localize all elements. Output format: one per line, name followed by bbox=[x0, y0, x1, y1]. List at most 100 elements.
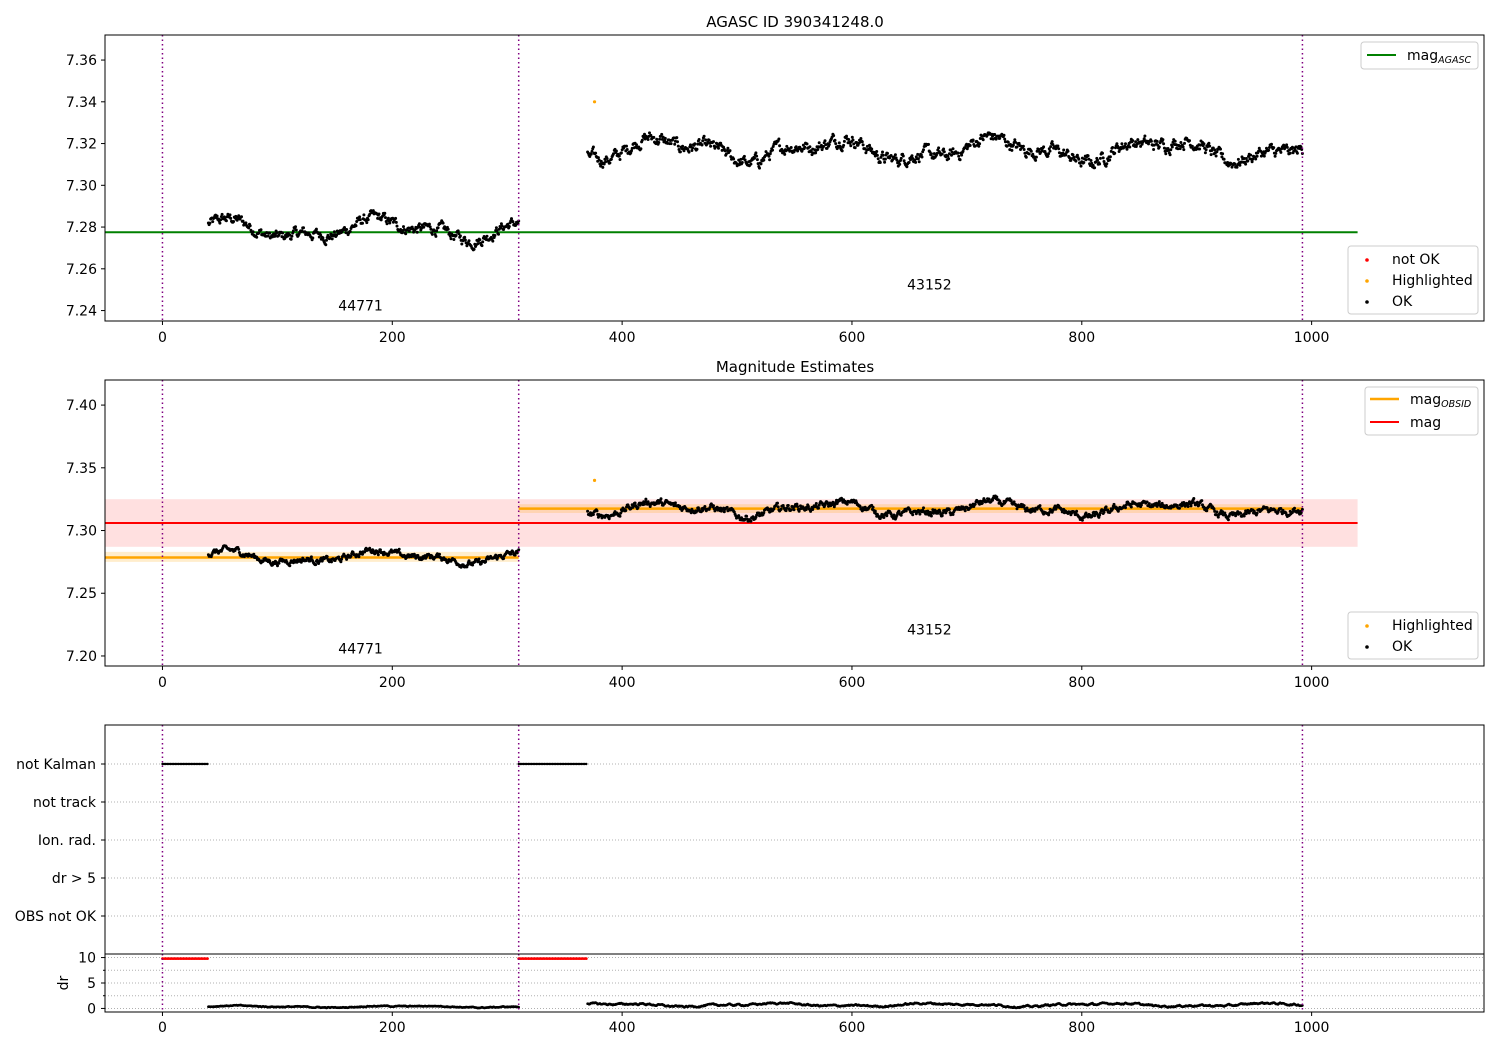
flag-point bbox=[543, 762, 546, 766]
ok-point bbox=[1003, 140, 1007, 144]
y-tick-label: 0 bbox=[87, 1001, 96, 1017]
ok-point bbox=[1205, 509, 1209, 513]
ok-point bbox=[1098, 162, 1102, 166]
ok-point bbox=[1208, 144, 1212, 148]
ok-point bbox=[702, 134, 706, 138]
ok-point bbox=[1233, 162, 1237, 166]
legend-obsid-subscript: OBSID bbox=[1441, 399, 1471, 410]
ok-point bbox=[817, 506, 820, 510]
ok-point bbox=[495, 229, 499, 232]
ok-point bbox=[703, 505, 707, 508]
ok-point bbox=[379, 548, 382, 552]
ok-point bbox=[602, 162, 606, 166]
ok-point bbox=[837, 141, 841, 145]
ok-point bbox=[951, 147, 955, 151]
ok-point bbox=[1161, 138, 1165, 142]
ok-point bbox=[404, 232, 408, 236]
ok-point bbox=[881, 150, 884, 154]
ok-point bbox=[1197, 503, 1201, 507]
ok-point bbox=[1183, 141, 1186, 145]
ok-point bbox=[858, 505, 862, 509]
ok-point bbox=[929, 152, 933, 156]
flag-point bbox=[177, 762, 180, 766]
ok-point bbox=[294, 228, 298, 232]
ok-point bbox=[319, 233, 323, 237]
ok-point bbox=[981, 138, 985, 142]
ok-point bbox=[415, 230, 419, 234]
ok-point bbox=[633, 501, 637, 505]
ok-point bbox=[605, 157, 609, 160]
ok-point bbox=[255, 235, 259, 239]
ok-point bbox=[277, 561, 281, 565]
ok-point bbox=[687, 150, 691, 154]
ok-point bbox=[609, 157, 613, 161]
ok-point bbox=[1238, 163, 1242, 167]
ok-point bbox=[1155, 139, 1159, 143]
legend-mag-obsid-label: mag bbox=[1410, 392, 1441, 408]
ok-point bbox=[294, 225, 297, 229]
ok-point bbox=[804, 508, 808, 511]
ok-point bbox=[454, 234, 458, 237]
x-tick-label: 1000 bbox=[1294, 1020, 1330, 1036]
ok-point bbox=[1097, 515, 1101, 519]
ok-point bbox=[1038, 504, 1042, 508]
ok-point bbox=[1083, 515, 1086, 519]
ok-point bbox=[361, 221, 364, 225]
ok-point bbox=[1254, 157, 1258, 161]
ok-point bbox=[947, 157, 951, 161]
ok-point bbox=[1124, 506, 1127, 510]
ok-point bbox=[596, 156, 600, 160]
ok-point bbox=[290, 234, 294, 238]
ok-point bbox=[1086, 515, 1090, 519]
ok-point bbox=[1145, 500, 1149, 504]
ok-point bbox=[660, 132, 664, 136]
panel1-legends: magAGASC not OK Highlighted OK bbox=[1347, 41, 1479, 315]
ok-point bbox=[1273, 154, 1277, 158]
y-tick-label: 7.30 bbox=[66, 524, 97, 540]
ok-point bbox=[842, 143, 846, 147]
ok-point bbox=[1189, 504, 1193, 508]
ok-point bbox=[1080, 518, 1084, 522]
ok-point bbox=[916, 157, 920, 161]
ok-point bbox=[514, 223, 518, 227]
ok-point bbox=[723, 149, 727, 153]
ok-point bbox=[241, 219, 245, 223]
flag-point bbox=[206, 762, 209, 766]
ok-point bbox=[345, 228, 349, 231]
y-tick-label: 7.36 bbox=[66, 53, 97, 69]
ok-point bbox=[743, 158, 747, 162]
axes-frame bbox=[104, 379, 1485, 667]
ok-point bbox=[998, 136, 1002, 140]
ok-point bbox=[971, 138, 975, 142]
ok-point bbox=[397, 547, 401, 551]
ok-point bbox=[1098, 156, 1102, 160]
x-tick-label: 0 bbox=[158, 1020, 167, 1036]
ok-point bbox=[707, 138, 711, 142]
ok-point bbox=[446, 227, 450, 231]
ok-point bbox=[1003, 137, 1007, 141]
ok-point bbox=[1279, 507, 1283, 510]
ok-point bbox=[928, 510, 932, 514]
ok-point bbox=[1168, 153, 1172, 157]
ok-point bbox=[961, 149, 965, 153]
legend-mag-label: mag bbox=[1410, 415, 1441, 431]
ok-point bbox=[1147, 142, 1150, 146]
ok-point bbox=[248, 224, 252, 228]
x-tick-label: 1000 bbox=[1294, 675, 1330, 691]
ok-point bbox=[937, 146, 941, 150]
ok-point bbox=[1056, 144, 1060, 148]
ok-point bbox=[871, 505, 875, 509]
ok-point bbox=[1072, 155, 1076, 159]
ok-point bbox=[456, 229, 460, 233]
ok-point bbox=[1070, 157, 1074, 161]
ok-point bbox=[833, 138, 837, 142]
ok-point bbox=[1096, 158, 1099, 162]
ok-point bbox=[725, 505, 729, 509]
ok-point bbox=[899, 513, 903, 517]
ok-point bbox=[709, 144, 713, 148]
ok-point bbox=[1102, 160, 1106, 163]
ok-point bbox=[1033, 509, 1037, 513]
ok-point bbox=[911, 513, 915, 517]
ok-point bbox=[1270, 142, 1273, 146]
